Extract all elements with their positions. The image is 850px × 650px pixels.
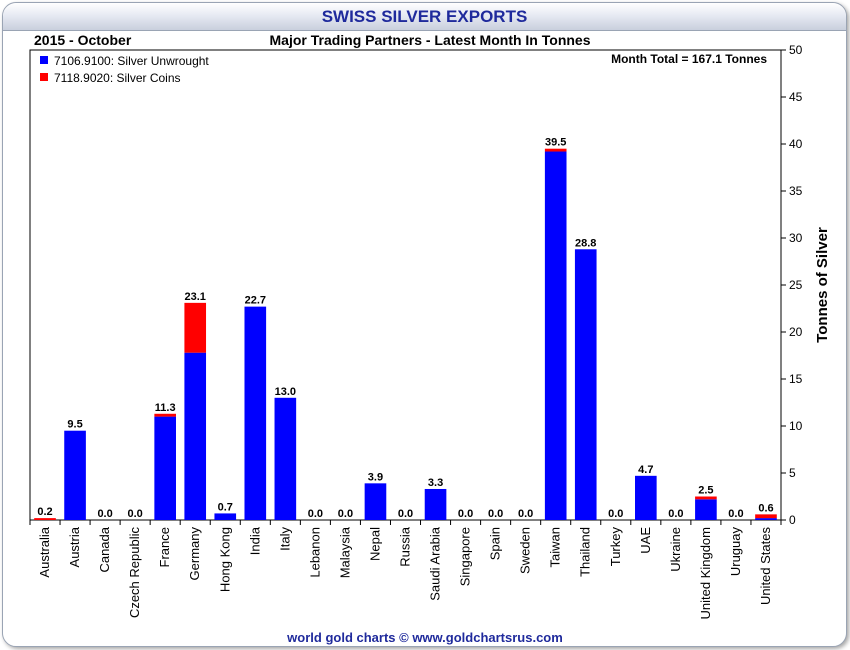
data-labels: 0.2 9.5 0.0 0.0 11.3 23.1 0.7 22.7 13.0 0.0 0.0 3.9… <box>37 137 773 520</box>
bar-unwrought <box>214 513 237 520</box>
x-tick-label: United States <box>758 527 773 606</box>
bar-unwrought <box>544 151 567 520</box>
x-tick-label: Taiwan <box>548 527 563 567</box>
y-tick-label: 5 <box>789 466 796 480</box>
y-tick-label: 15 <box>789 372 803 386</box>
bar-unwrought <box>635 475 657 520</box>
x-tick-label: Turkey <box>608 527 623 567</box>
bar-total-label: 2.5 <box>698 485 713 497</box>
bar-unwrought <box>64 430 86 520</box>
bar-total-label: 28.8 <box>575 237 596 249</box>
bar-total-label: 22.7 <box>245 295 266 307</box>
y-axis-title: Tonnes of Silver <box>814 227 831 343</box>
bar-total-label: 0.0 <box>518 508 533 520</box>
x-tick-label: United Kingdom <box>698 527 713 620</box>
x-tick-label: Spain <box>488 527 503 560</box>
bar-total-label: 0.0 <box>97 508 112 520</box>
bar-total-label: 3.3 <box>428 477 443 489</box>
bar-total-label: 4.7 <box>638 464 653 476</box>
y-tick-label: 0 <box>789 513 796 527</box>
month-total-annotation: Month Total = 167.1 Tonnes <box>611 52 767 66</box>
bar-unwrought <box>184 352 207 520</box>
x-tick-label: Thailand <box>578 527 593 577</box>
bar-total-label: 0.0 <box>458 508 473 520</box>
bar-total-label: 0.0 <box>668 508 683 520</box>
bar-total-label: 3.9 <box>368 471 383 483</box>
y-tick-label: 20 <box>789 325 803 339</box>
bar-unwrought <box>244 306 267 520</box>
legend-swatch-unwrought <box>40 56 48 64</box>
legend-label-unwrought: 7106.9100: Silver Unwrought <box>54 54 209 68</box>
x-tick-label: Lebanon <box>307 527 322 578</box>
x-tick-label: Austria <box>67 526 82 567</box>
bar-coins <box>154 413 176 417</box>
bar-total-label: 0.0 <box>338 508 353 520</box>
x-tick-label: India <box>247 526 262 555</box>
y-tick-label: 25 <box>789 278 803 292</box>
x-tick-label: Uruguay <box>728 527 743 577</box>
bar-unwrought <box>274 397 297 520</box>
bar-total-label: 0.0 <box>127 508 142 520</box>
x-tick-label: UAE <box>638 527 653 554</box>
x-tick-label: Malaysia <box>337 526 352 578</box>
legend-label-coins: 7118.9020: Silver Coins <box>54 71 181 85</box>
bar-unwrought <box>364 483 387 520</box>
bar-total-label: 39.5 <box>545 137 566 149</box>
y-tick-label: 30 <box>789 231 803 245</box>
bar-total-label: 0.0 <box>608 508 623 520</box>
chart-period: 2015 - October <box>34 32 132 48</box>
legend: 7106.9100: Silver Unwrought 7118.9020: S… <box>40 54 209 85</box>
bar-coins <box>755 514 777 519</box>
bar-unwrought <box>424 488 447 520</box>
bar-total-label: 0.6 <box>758 502 773 514</box>
x-tick-label: Canada <box>97 526 112 572</box>
bar-total-label: 0.2 <box>37 506 52 518</box>
chart-title-bar: SWISS SILVER EXPORTS <box>3 3 846 31</box>
bar-unwrought <box>755 518 777 520</box>
x-axis: Australia Austria Canada Czech Republic Fran… <box>29 520 782 620</box>
x-tick-label: Germany <box>187 527 202 581</box>
x-tick-label: Nepal <box>367 527 382 561</box>
bar-total-label: 13.0 <box>275 386 296 398</box>
y-tick-label: 10 <box>789 419 803 433</box>
bar-unwrought <box>154 416 176 520</box>
legend-swatch-coins <box>40 73 48 81</box>
x-tick-label: Czech Republic <box>127 527 142 619</box>
bars <box>34 148 777 520</box>
y-tick-label: 45 <box>789 90 803 104</box>
x-tick-label: Sweden <box>518 527 533 574</box>
y-tick-label: 40 <box>789 137 803 151</box>
bar-total-label: 0.7 <box>218 501 233 513</box>
x-tick-label: Saudi Arabia <box>428 526 443 600</box>
bar-total-label: 0.0 <box>488 508 503 520</box>
x-tick-label: Russia <box>398 526 413 567</box>
plot-area <box>29 49 782 521</box>
bar-coins <box>34 518 56 520</box>
x-tick-label: Australia <box>37 526 52 577</box>
x-tick-label: Hong Kong <box>217 527 232 592</box>
bar-unwrought <box>695 499 717 520</box>
bar-total-label: 0.0 <box>398 508 413 520</box>
chart-subtitle: Major Trading Partners - Latest Month In… <box>270 32 591 48</box>
footer-credit: world gold charts © www.goldchartsrus.co… <box>287 630 563 645</box>
bar-total-label: 9.5 <box>67 419 82 431</box>
bar-total-label: 0.0 <box>728 508 743 520</box>
x-tick-label: Singapore <box>458 527 473 586</box>
y-tick-label: 35 <box>789 184 803 198</box>
bar-total-label: 11.3 <box>155 402 176 414</box>
bar-total-label: 0.0 <box>308 508 323 520</box>
x-tick-label: Ukraine <box>668 527 683 572</box>
bar-coins <box>184 302 207 353</box>
y-tick-label: 50 <box>789 43 803 57</box>
bar-coins <box>695 496 717 500</box>
x-tick-label: France <box>157 527 172 567</box>
bar-total-label: 23.1 <box>185 291 206 303</box>
bar-coins <box>544 148 567 152</box>
y-axis: 0 5 10 15 20 25 30 35 40 45 50 <box>781 43 803 527</box>
bar-unwrought <box>574 249 597 520</box>
x-tick-label: Italy <box>277 527 292 551</box>
